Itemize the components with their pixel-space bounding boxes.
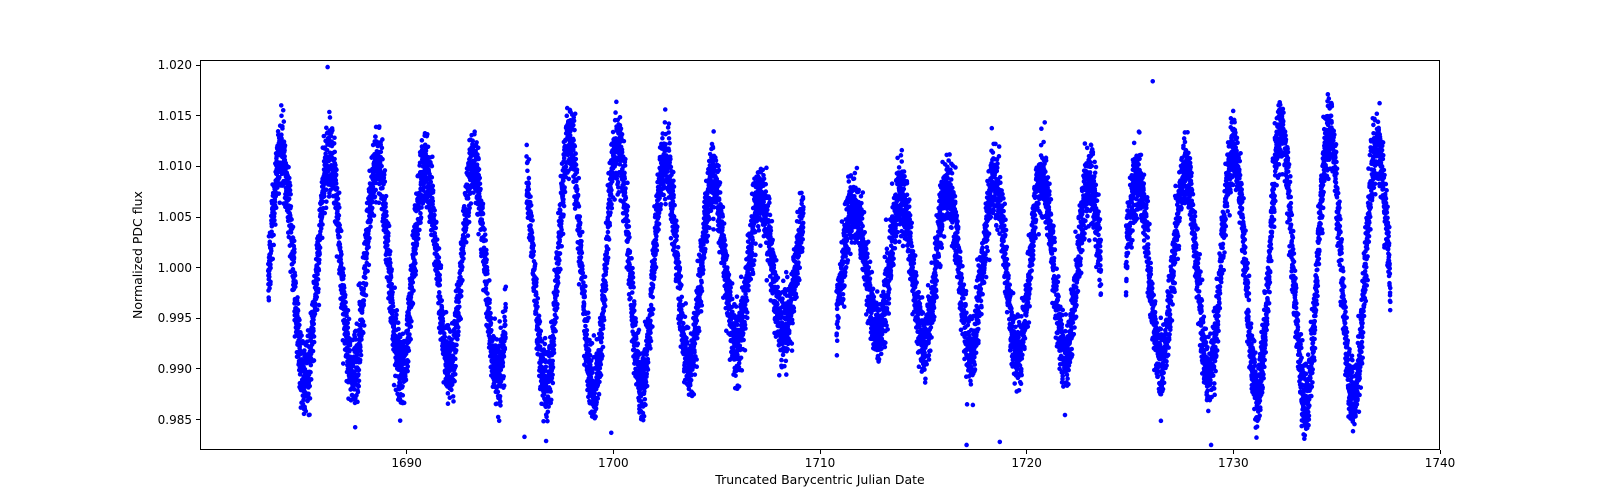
y-tick-mark: [196, 65, 200, 66]
y-tick-mark: [196, 166, 200, 167]
x-tick-label: 1740: [1425, 456, 1456, 470]
x-tick-mark: [1440, 450, 1441, 454]
y-tick-label: 1.015: [158, 109, 192, 123]
y-tick-mark: [196, 368, 200, 369]
x-tick-mark: [1233, 450, 1234, 454]
x-tick-label: 1730: [1218, 456, 1249, 470]
y-tick-label: 1.005: [158, 210, 192, 224]
x-tick-label: 1690: [391, 456, 422, 470]
y-tick-label: 0.990: [158, 362, 192, 376]
scatter-points: [266, 65, 1393, 447]
x-tick-label: 1720: [1011, 456, 1042, 470]
y-tick-mark: [196, 115, 200, 116]
x-tick-mark: [406, 450, 407, 454]
y-tick-mark: [196, 217, 200, 218]
y-tick-label: 1.020: [158, 58, 192, 72]
y-axis-label: Normalized PDC flux: [130, 191, 145, 319]
x-tick-mark: [820, 450, 821, 454]
x-tick-label: 1700: [598, 456, 629, 470]
y-tick-label: 1.000: [158, 261, 192, 275]
y-tick-mark: [196, 419, 200, 420]
y-tick-label: 0.995: [158, 311, 192, 325]
y-tick-mark: [196, 267, 200, 268]
x-tick-mark: [613, 450, 614, 454]
y-tick-label: 1.010: [158, 159, 192, 173]
x-tick-label: 1710: [805, 456, 836, 470]
y-tick-label: 0.985: [158, 413, 192, 427]
figure: Truncated Barycentric Julian Date Normal…: [0, 0, 1600, 500]
y-tick-mark: [196, 318, 200, 319]
plot-axes: [200, 60, 1440, 450]
x-axis-label: Truncated Barycentric Julian Date: [715, 472, 924, 487]
x-tick-mark: [1026, 450, 1027, 454]
scatter-plot: [200, 60, 1440, 450]
